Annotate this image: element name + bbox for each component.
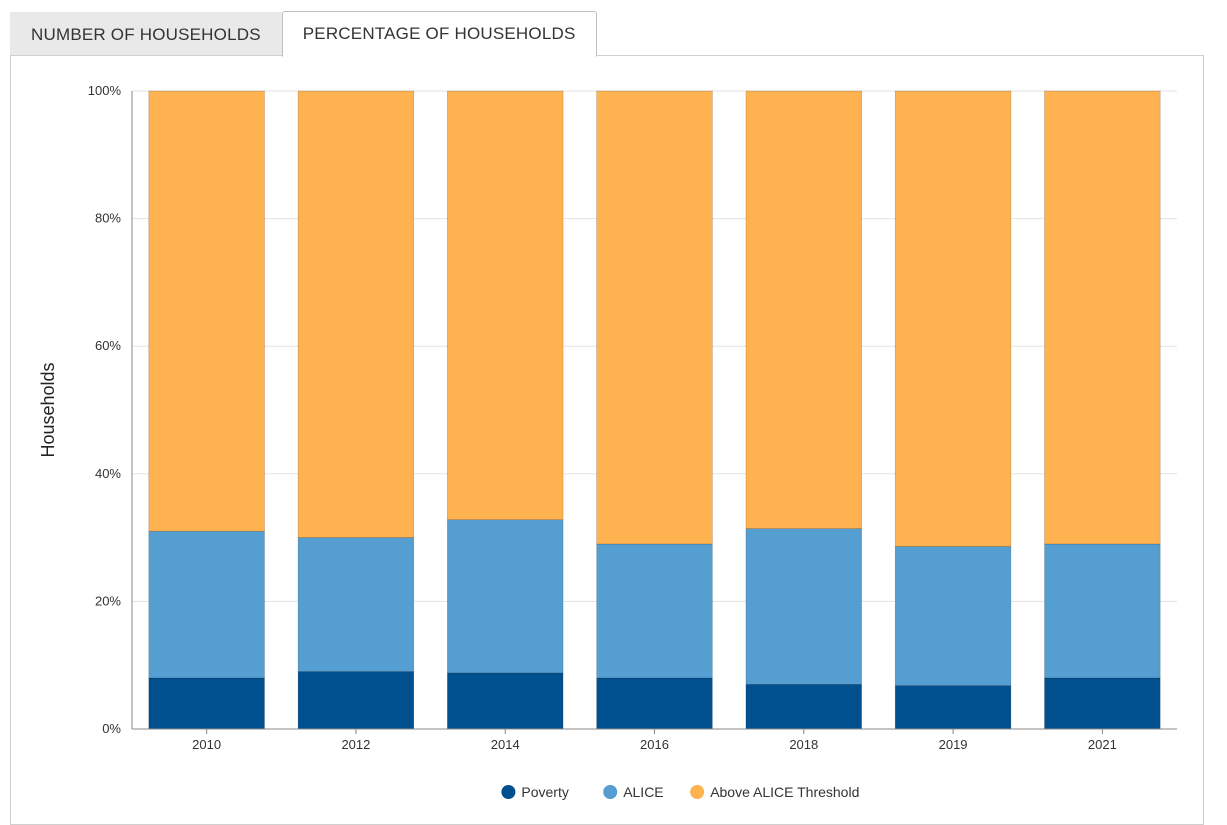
bar-segment-alice-2016[interactable] <box>596 543 713 679</box>
x-tick-label: 2012 <box>341 737 370 752</box>
bar-segment-alice-2014[interactable] <box>447 519 564 674</box>
bar-segment-above-alice-threshold-2016[interactable] <box>596 90 713 545</box>
bar-segment-above-alice-threshold-2021[interactable] <box>1044 90 1161 545</box>
legend-item-alice[interactable]: ALICE <box>603 784 664 800</box>
bar-segment-alice-2012[interactable] <box>297 537 415 672</box>
legend-label: Above ALICE Threshold <box>710 784 859 800</box>
y-tick-label: 60% <box>95 338 121 353</box>
y-tick-label: 100% <box>88 83 122 98</box>
bar-segment-poverty-2019[interactable] <box>894 685 1012 730</box>
legend-item-poverty[interactable]: Poverty <box>501 784 569 800</box>
legend: Poverty ALICE Above ALICE Threshold <box>501 784 859 800</box>
legend-swatch <box>690 785 705 799</box>
tab-percentage-of-households[interactable]: PERCENTAGE OF HOUSEHOLDS <box>281 11 597 57</box>
legend-swatch <box>501 785 516 799</box>
bar-segment-poverty-2010[interactable] <box>148 677 265 730</box>
bar-segment-poverty-2012[interactable] <box>297 671 415 730</box>
bar-segment-poverty-2014[interactable] <box>447 672 564 730</box>
legend-label: ALICE <box>623 784 663 800</box>
x-tick-label: 2019 <box>939 737 968 752</box>
bar-segment-poverty-2016[interactable] <box>596 677 713 730</box>
bar-segment-alice-2019[interactable] <box>894 546 1012 686</box>
y-tick-label: 20% <box>95 593 121 608</box>
x-tick-label: 2021 <box>1088 737 1117 752</box>
x-tick-label: 2018 <box>789 737 818 752</box>
bar-segment-alice-2010[interactable] <box>148 530 265 679</box>
tab-number-of-households[interactable]: NUMBER OF HOUSEHOLDS <box>10 12 282 56</box>
tab-bar: NUMBER OF HOUSEHOLDS PERCENTAGE OF HOUSE… <box>10 10 597 57</box>
bar-segment-alice-2018[interactable] <box>745 528 862 685</box>
y-tick-label: 0% <box>102 721 121 736</box>
x-tick-label: 2016 <box>640 737 669 752</box>
bars <box>148 90 1161 730</box>
y-tick-label: 40% <box>95 466 121 481</box>
bar-segment-above-alice-threshold-2014[interactable] <box>447 90 564 521</box>
bar-segment-above-alice-threshold-2018[interactable] <box>745 90 862 529</box>
bar-segment-poverty-2018[interactable] <box>745 684 862 730</box>
bar-segment-above-alice-threshold-2019[interactable] <box>894 90 1012 547</box>
legend-swatch <box>603 785 618 799</box>
bar-segment-poverty-2021[interactable] <box>1044 677 1161 730</box>
bar-segment-above-alice-threshold-2012[interactable] <box>297 90 415 538</box>
x-tick-label: 2010 <box>192 737 221 752</box>
legend-label: Poverty <box>521 784 568 800</box>
y-axis-label: Households <box>38 362 58 457</box>
legend-item-above-alice-threshold[interactable]: Above ALICE Threshold <box>690 784 859 800</box>
y-tick-label: 80% <box>95 211 121 226</box>
bar-segment-above-alice-threshold-2010[interactable] <box>148 90 265 532</box>
x-tick-label: 2014 <box>491 737 520 752</box>
bar-segment-alice-2021[interactable] <box>1044 543 1161 679</box>
axes: 0% 20% 40% 60% 80% 100% 2010 2012 2014 2016 2018 20… <box>88 83 1177 752</box>
